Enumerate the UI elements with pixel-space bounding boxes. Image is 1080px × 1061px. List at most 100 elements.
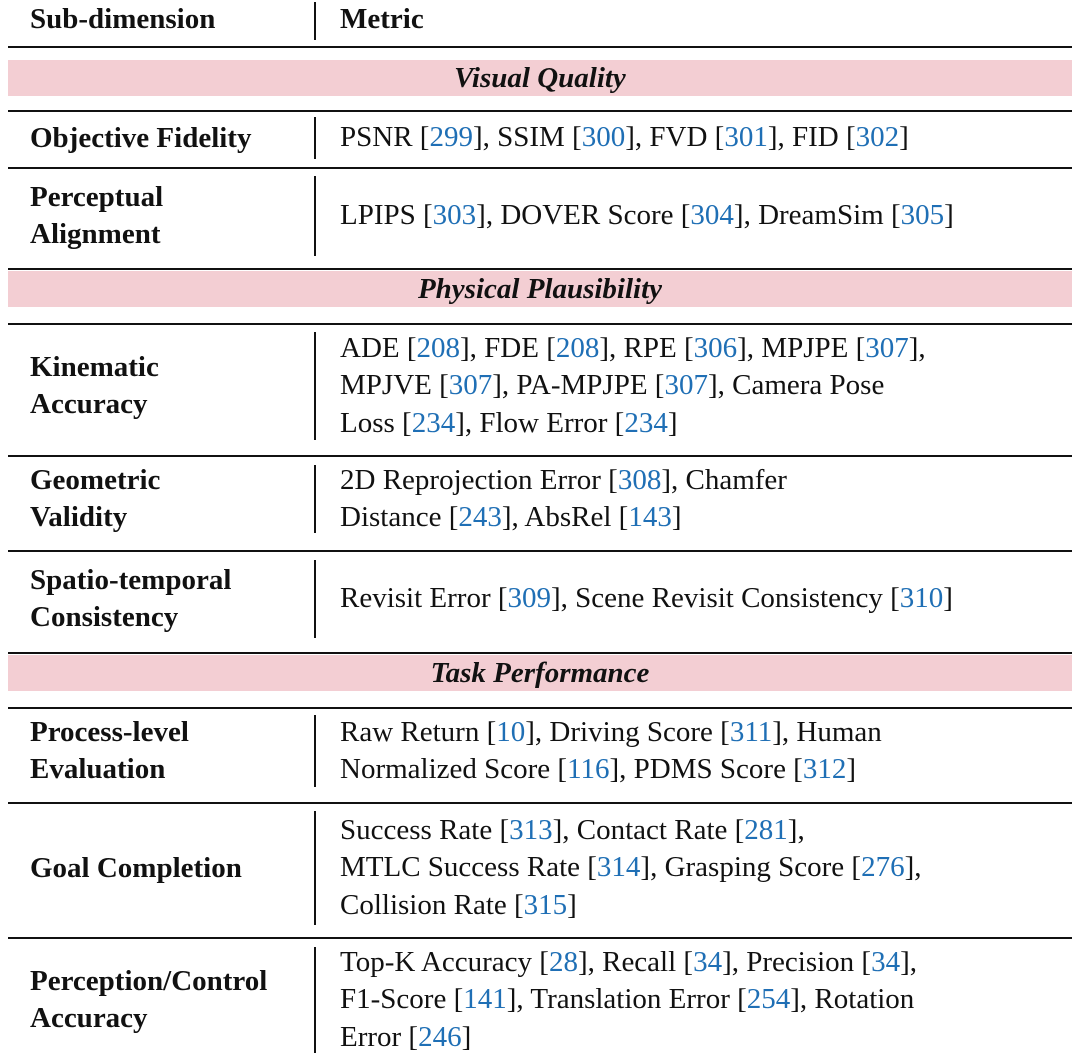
metric-text: ], Camera Pose [707, 369, 885, 402]
metric-text: Top-K Accuracy [ [340, 945, 549, 978]
metric-text: ], PDMS Score [ [609, 753, 803, 785]
column-divider [314, 332, 316, 440]
citation-link[interactable]: 34 [871, 945, 901, 978]
metric-text: ], Scene Revisit Consistency [ [551, 582, 900, 615]
subdimension-label: Geometric [30, 464, 161, 496]
citation-link[interactable]: 281 [744, 813, 788, 846]
metric-text: ], Flow Error [ [455, 406, 625, 439]
citation-link[interactable]: 141 [463, 983, 507, 1016]
metric-text: ] [943, 582, 953, 615]
citation-link[interactable]: 301 [724, 121, 768, 154]
citation-link[interactable]: 307 [664, 369, 708, 402]
subdimension-label: Process-level [30, 716, 189, 748]
citation-link[interactable]: 234 [624, 406, 668, 439]
metric-text: Error [ [340, 1020, 419, 1053]
citation-link[interactable]: 305 [900, 199, 945, 232]
metric-text: ], Recall [ [577, 945, 694, 978]
citation-link[interactable]: 314 [596, 851, 641, 884]
row-rule [8, 323, 1072, 325]
citation-link[interactable]: 208 [555, 331, 600, 364]
header-rule [8, 46, 1072, 48]
citation-link[interactable]: 254 [746, 983, 791, 1016]
metric-line: MTLC Success Rate [314], Grasping Score … [340, 849, 1070, 887]
metric-cell: Success Rate [313], Contact Rate [281], M… [340, 807, 1070, 929]
citation-link[interactable]: 307 [448, 369, 493, 402]
metric-text: ] [846, 753, 857, 785]
citation-link[interactable]: 299 [429, 121, 473, 154]
citation-link[interactable]: 28 [548, 945, 578, 978]
citation-link[interactable]: 303 [432, 199, 477, 232]
citation-link[interactable]: 304 [690, 199, 734, 232]
citation-link[interactable]: 300 [581, 121, 626, 154]
citation-link[interactable]: 234 [411, 406, 456, 439]
metric-line: Top-K Accuracy [28], Recall [34], Precis… [340, 944, 1070, 982]
section-header: Physical Plausibility [8, 271, 1072, 307]
citation-link[interactable]: 10 [496, 715, 526, 748]
column-divider [314, 811, 316, 925]
metric-text: PSNR [ [340, 121, 430, 154]
header-subdimension: Sub-dimension [30, 3, 216, 35]
citation-link[interactable]: 302 [855, 121, 900, 154]
citation-link[interactable]: 306 [693, 331, 738, 364]
row-rule [8, 268, 1072, 270]
metric-line: F1-Score [141], Translation Error [254],… [340, 981, 1070, 1019]
metric-line: ADE [208], FDE [208], RPE [306], MPJPE [… [340, 330, 1070, 368]
metric-line: 2D Reprojection Error [308], Chamfer [340, 462, 1070, 500]
row-rule [8, 167, 1072, 169]
subdimension-label: Validity [30, 501, 128, 533]
metric-line: Error [246] [340, 1019, 1070, 1057]
metric-text: ], DOVER Score [ [476, 199, 691, 232]
citation-link[interactable]: 311 [729, 715, 773, 748]
citation-link[interactable]: 246 [418, 1020, 462, 1053]
citation-link[interactable]: 308 [617, 463, 662, 496]
citation-link[interactable]: 313 [509, 813, 553, 846]
subdimension-label: Evaluation [30, 753, 166, 785]
citation-link[interactable]: 208 [416, 331, 461, 364]
metric-text: MPJVE [ [340, 369, 449, 402]
citation-link[interactable]: 309 [507, 582, 552, 615]
subdimension-label: Spatio-temporal [30, 564, 232, 596]
metric-text: ], PA-MPJPE [ [492, 369, 665, 402]
metric-cell: ADE [208], FDE [208], RPE [306], MPJPE [… [340, 328, 1070, 444]
metric-text: ], Rotation [790, 983, 915, 1016]
metric-text: ], AbsRel [ [501, 501, 629, 533]
citation-link[interactable]: 34 [693, 945, 723, 978]
citation-link[interactable]: 276 [861, 851, 905, 884]
metric-text: ], [908, 331, 926, 364]
metric-text: ] [461, 1020, 472, 1053]
metric-text: ] [667, 406, 678, 439]
citation-link[interactable]: 116 [567, 753, 610, 785]
metric-text: ], [787, 813, 805, 846]
citation-link[interactable]: 310 [899, 582, 944, 615]
header-metric: Metric [340, 3, 424, 35]
metric-text: ], FDE [ [460, 331, 556, 364]
metric-line: Distance [243], AbsRel [143] [340, 499, 1070, 537]
row-rule [8, 550, 1072, 552]
metric-text: F1-Score [ [340, 983, 464, 1016]
metric-line: Collision Rate [315] [340, 887, 1070, 925]
metric-text: Collision Rate [ [340, 888, 524, 921]
header-divider [314, 2, 316, 40]
metric-text: ], Human [772, 715, 882, 748]
metric-text: Normalized Score [ [340, 753, 568, 785]
subdimension-label: Perceptual [30, 181, 164, 213]
subdimension-label: Consistency [30, 601, 179, 633]
metric-text: ], Precision [ [722, 945, 872, 978]
subdimension-label: Kinematic [30, 351, 159, 383]
metric-line: Revisit Error [309], Scene Revisit Consi… [340, 580, 1070, 618]
metric-text: ] [567, 888, 577, 921]
column-divider [314, 176, 316, 256]
column-divider [314, 117, 316, 159]
citation-link[interactable]: 312 [802, 753, 847, 785]
metric-text: ], MPJPE [ [737, 331, 866, 364]
citation-link[interactable]: 143 [628, 501, 672, 533]
metric-text: ], FID [ [767, 121, 856, 154]
metric-text: Raw Return [ [340, 715, 497, 748]
citation-link[interactable]: 243 [458, 501, 502, 533]
citation-link[interactable]: 307 [865, 331, 909, 364]
metric-text: ], Contact Rate [ [552, 813, 745, 846]
metric-text: ], Translation Error [ [506, 983, 747, 1016]
citation-link[interactable]: 315 [523, 888, 568, 921]
metric-text: ], SSIM [ [472, 121, 582, 154]
subdimension-label: Alignment [30, 218, 161, 250]
